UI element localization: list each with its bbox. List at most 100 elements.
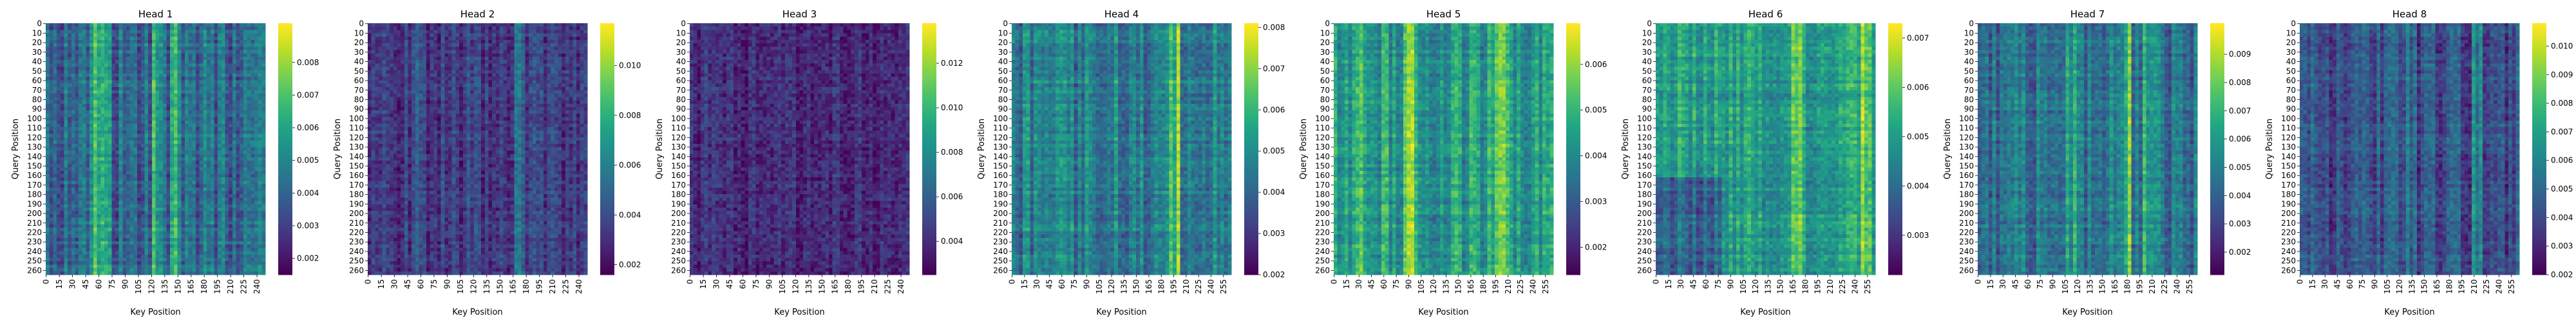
heatmap-cell (119, 101, 123, 104)
heatmap-cell (148, 84, 152, 88)
heatmap-cell (144, 80, 148, 84)
heatmap-cell (100, 34, 104, 37)
heatmap-cell (68, 127, 71, 131)
heatmap-cell (261, 60, 265, 64)
heatmap-cell (122, 117, 126, 121)
heatmap-cell (200, 23, 204, 27)
heatmap-cell (144, 161, 148, 164)
heatmap-cell (133, 144, 137, 148)
heatmap-cell (258, 84, 262, 88)
heatmap-cell (159, 67, 163, 71)
heatmap-cell (192, 30, 196, 34)
heatmap-cell (192, 23, 196, 27)
heatmap-cell (258, 74, 262, 77)
heatmap-cell (159, 54, 163, 57)
heatmap-cell (97, 57, 101, 61)
heatmap-cell (86, 46, 90, 50)
heatmap-cell (108, 23, 112, 27)
heatmap-cell (159, 57, 163, 61)
heatmap-cell (130, 30, 134, 34)
heatmap-cell (243, 23, 247, 27)
heatmap-cell (46, 70, 50, 74)
heatmap-cell (189, 80, 193, 84)
heatmap-cell (71, 147, 75, 151)
heatmap-cell (247, 57, 251, 61)
heatmap-cell (61, 104, 64, 108)
heatmap-cell (232, 117, 236, 121)
heatmap-cell (71, 154, 75, 158)
heatmap-cell (97, 101, 101, 104)
heatmap-cell (111, 107, 115, 111)
heatmap-cell (232, 104, 236, 108)
heatmap-cell (167, 137, 171, 141)
heatmap-cell (214, 151, 218, 155)
heatmap-cell (79, 70, 82, 74)
heatmap-cell (243, 34, 247, 37)
heatmap-cell (159, 94, 163, 97)
heatmap-cell (119, 110, 123, 114)
heatmap-cell (61, 37, 64, 41)
heatmap-cell (75, 110, 79, 114)
heatmap-cell (115, 74, 119, 77)
heatmap-cell (144, 77, 148, 81)
heatmap-cell (225, 124, 229, 128)
heatmap-cell (97, 127, 101, 131)
heatmap-cell (258, 23, 262, 27)
heatmap-cell (222, 134, 225, 138)
heatmap-cell (236, 26, 240, 30)
heatmap-cell (111, 90, 115, 94)
heatmap-cell (152, 26, 156, 30)
heatmap-cell (261, 154, 265, 158)
heatmap-cell (243, 124, 247, 128)
heatmap-cell (50, 84, 53, 88)
heatmap-cell (75, 70, 79, 74)
heatmap-cell (174, 40, 178, 44)
heatmap-cell (152, 30, 156, 34)
heatmap-cell (46, 87, 50, 91)
heatmap-cell (170, 80, 174, 84)
heatmap-cell (90, 104, 93, 108)
heatmap-cell (97, 77, 101, 81)
heatmap-cell (144, 110, 148, 114)
heatmap-cell (225, 134, 229, 138)
heatmap-cell (214, 54, 218, 57)
heatmap-cell (75, 130, 79, 134)
heatmap-cell (232, 151, 236, 155)
heatmap-cell (130, 134, 134, 138)
heatmap-cell (130, 80, 134, 84)
heatmap-cell (200, 121, 204, 124)
heatmap-cell (261, 94, 265, 97)
heatmap-cell (218, 104, 222, 108)
heatmap-cell (232, 74, 236, 77)
heatmap-cell (185, 50, 189, 54)
heatmap-cell (122, 43, 126, 47)
heatmap-cell (178, 124, 182, 128)
heatmap-cell (115, 40, 119, 44)
heatmap-cell (126, 164, 130, 168)
heatmap-cell (133, 134, 137, 138)
heatmap-cell (111, 151, 115, 155)
heatmap-cell (75, 147, 79, 151)
heatmap-cell (181, 74, 185, 77)
heatmap-cell (53, 77, 57, 81)
heatmap-cell (189, 40, 193, 44)
heatmap-cell (196, 40, 200, 44)
heatmap-cell (104, 101, 108, 104)
heatmap-cell (68, 34, 71, 37)
heatmap-cell (111, 84, 115, 88)
heatmap-cell (211, 151, 214, 155)
heatmap-cell (170, 144, 174, 148)
heatmap-cell (115, 161, 119, 164)
heatmap-cell (137, 151, 141, 155)
heatmap-cell (68, 124, 71, 128)
heatmap-cell (174, 110, 178, 114)
heatmap-cell (93, 134, 97, 138)
heatmap-cell (133, 74, 137, 77)
heatmap-cell (152, 154, 156, 158)
heatmap-cell (79, 94, 82, 97)
heatmap-cell (104, 157, 108, 161)
heatmap-cell (167, 110, 171, 114)
heatmap-cell (122, 87, 126, 91)
heatmap-cell (163, 147, 167, 151)
